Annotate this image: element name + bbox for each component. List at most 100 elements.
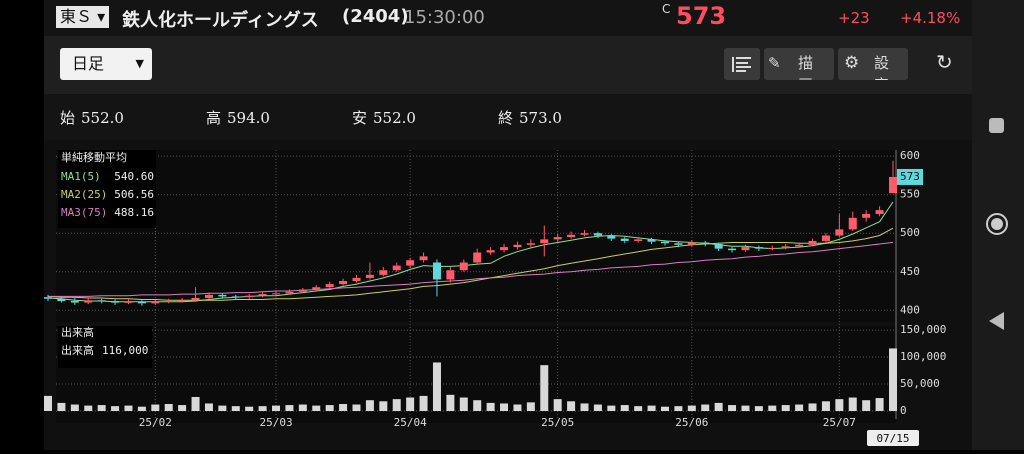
refresh-button[interactable]: ↻ bbox=[936, 50, 953, 74]
candle-body bbox=[97, 300, 106, 302]
list-icon bbox=[732, 57, 751, 72]
candle-body bbox=[754, 247, 763, 249]
home-button[interactable] bbox=[986, 213, 1008, 235]
candle-body bbox=[272, 293, 281, 295]
volume-bar bbox=[768, 405, 777, 411]
price-panel bbox=[56, 150, 896, 322]
recent-button[interactable] bbox=[989, 118, 1004, 133]
ohlc-labels: 高 bbox=[206, 109, 222, 127]
volume-bar bbox=[365, 400, 374, 411]
candle-body bbox=[298, 289, 307, 292]
candle-body bbox=[835, 229, 844, 236]
volume-bar bbox=[446, 394, 455, 411]
candle-body bbox=[204, 294, 213, 298]
toolbar: 日足▼ ✎ 描画 ⚙ 設定 ↻ bbox=[44, 36, 972, 94]
v-tick-label: 0 bbox=[900, 404, 907, 417]
volume-bar bbox=[44, 395, 52, 411]
candle-body bbox=[647, 239, 656, 242]
y-tick-label: 550 bbox=[900, 188, 920, 201]
legend-value: 540.60 bbox=[114, 170, 154, 183]
ma-legend-title: 単純移動平均 bbox=[61, 150, 127, 164]
settings-button[interactable]: ⚙ 設定 bbox=[838, 48, 908, 80]
market-dropdown[interactable]: 東Ｓ ▾ bbox=[56, 6, 110, 28]
volume-bar bbox=[526, 402, 535, 411]
candle-body bbox=[540, 239, 549, 244]
candle-body bbox=[178, 300, 187, 302]
ohlc-labels: 安 bbox=[352, 109, 368, 127]
candle-body bbox=[245, 295, 254, 298]
candle-body bbox=[660, 241, 669, 244]
x-tick-label: 25/07 bbox=[823, 416, 856, 429]
candle-body bbox=[593, 233, 602, 236]
candle-body bbox=[795, 244, 804, 247]
ohlc-labels: 終 bbox=[498, 109, 514, 127]
x-tick-label: 25/04 bbox=[394, 416, 427, 429]
candle-body bbox=[432, 262, 441, 280]
volume-bar bbox=[137, 406, 146, 411]
volume-legend-name: 出来高 bbox=[61, 343, 94, 357]
volume-bar bbox=[781, 405, 790, 411]
price: 573 bbox=[676, 2, 727, 30]
volume-bar bbox=[111, 406, 120, 411]
legend-name: MA2(25) bbox=[61, 188, 107, 201]
candle-body bbox=[701, 242, 710, 245]
candle-body bbox=[137, 301, 146, 304]
list-button[interactable] bbox=[724, 48, 760, 80]
candle-body bbox=[607, 235, 616, 239]
candle-body bbox=[365, 274, 374, 278]
y-tick-label: 400 bbox=[900, 303, 920, 316]
price-flag: C bbox=[662, 2, 671, 16]
android-nav bbox=[972, 0, 1024, 450]
volume-bar bbox=[714, 402, 723, 411]
back-button[interactable] bbox=[989, 312, 1004, 330]
volume-bar bbox=[298, 404, 307, 411]
candle-body bbox=[848, 217, 857, 230]
pencil-icon: ✎ bbox=[768, 54, 781, 72]
candle-body bbox=[526, 243, 535, 245]
last-price: 573 bbox=[900, 170, 920, 183]
candle-body bbox=[687, 242, 696, 245]
volume-bar bbox=[500, 403, 509, 411]
time: 15:30:00 bbox=[404, 7, 485, 28]
volume-bar bbox=[567, 401, 576, 411]
header: 東Ｓ ▾ 鉄人化ホールディングス (2404) 15:30:00 C 573 +… bbox=[44, 0, 972, 36]
volume-legend-title: 出来高 bbox=[61, 325, 94, 339]
volume-bar bbox=[848, 397, 857, 411]
volume-bar bbox=[379, 401, 388, 411]
volume-bar bbox=[258, 406, 267, 411]
volume-bar bbox=[593, 404, 602, 411]
draw-button[interactable]: ✎ 描画 bbox=[764, 48, 834, 80]
volume-bar bbox=[660, 406, 669, 411]
x-tick-label: 25/03 bbox=[259, 416, 292, 429]
nav-icons bbox=[986, 118, 1008, 330]
candle-body bbox=[768, 247, 777, 249]
volume-bar bbox=[513, 404, 522, 411]
y-tick-label: 600 bbox=[900, 149, 920, 162]
app: 東Ｓ ▾ 鉄人化ホールディングス (2404) 15:30:00 C 573 +… bbox=[44, 0, 972, 450]
volume-bar bbox=[419, 395, 428, 411]
volume-bar bbox=[835, 399, 844, 411]
volume-bar bbox=[486, 402, 495, 411]
volume-bar bbox=[808, 403, 817, 411]
candle-body bbox=[339, 281, 348, 285]
ma-line bbox=[47, 227, 894, 301]
candle-body bbox=[111, 301, 120, 303]
period: 日足 bbox=[72, 54, 105, 73]
ohlc-values: 594.0 bbox=[227, 109, 270, 127]
volume-bar bbox=[392, 399, 401, 411]
v-tick-label: 100,000 bbox=[900, 350, 946, 363]
ohlc-values: 573.0 bbox=[519, 109, 562, 127]
volume-bar bbox=[647, 405, 656, 411]
cursor-date: 07/15 bbox=[876, 432, 909, 445]
volume-bar bbox=[674, 406, 683, 411]
period-dropdown[interactable]: 日足 ▼ bbox=[60, 48, 152, 80]
volume-bar bbox=[352, 404, 361, 411]
market: 東Ｓ bbox=[60, 7, 93, 26]
volume-bar bbox=[124, 405, 133, 411]
candle-body bbox=[285, 291, 294, 294]
ma-legend-box bbox=[58, 150, 156, 228]
volume-bar bbox=[218, 405, 227, 411]
candle-body bbox=[379, 270, 388, 275]
candle-body bbox=[258, 294, 267, 296]
